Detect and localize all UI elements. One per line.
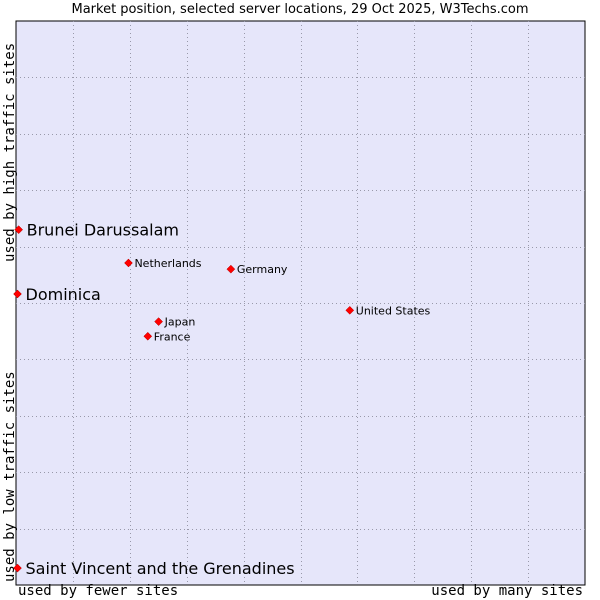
point-label: Brunei Darussalam	[27, 221, 179, 240]
point-label: France	[154, 330, 191, 343]
point-marker	[154, 317, 163, 326]
point-label: United States	[356, 304, 431, 317]
y-axis-label-low: used by low traffic sites	[2, 371, 18, 582]
point-saint-vincent-and-the-grenadines: Saint Vincent and the Grenadines	[13, 559, 295, 578]
point-marker	[13, 289, 22, 299]
point-marker	[226, 264, 236, 274]
point-marker	[143, 331, 153, 341]
point-label: Dominica	[26, 285, 101, 304]
point-marker	[345, 305, 355, 315]
point-label: Germany	[237, 263, 288, 276]
point-label: Netherlands	[134, 257, 201, 270]
point-united-states: United States	[345, 304, 431, 317]
point-label: Japan	[164, 316, 196, 329]
point-brunei-darussalam: Brunei Darussalam	[14, 221, 179, 240]
point-dominica: Dominica	[13, 285, 101, 304]
y-axis-label-high: used by high traffic sites	[2, 42, 18, 262]
point-france: France	[143, 330, 191, 343]
x-axis-label-low: used by fewer sites	[18, 583, 179, 599]
point-germany: Germany	[226, 263, 288, 276]
grid-lines	[16, 21, 585, 585]
point-marker	[13, 563, 22, 573]
point-japan: Japan	[154, 316, 196, 329]
chart-title: Market position, selected server locatio…	[71, 2, 529, 17]
x-axis-label-high: used by many sites	[431, 583, 583, 599]
point-marker	[14, 225, 23, 235]
point-marker	[124, 258, 133, 268]
point-netherlands: Netherlands	[124, 257, 202, 270]
data-points: Brunei Darussalam Dominica Saint Vincent a…	[13, 221, 431, 578]
point-label: Saint Vincent and the Grenadines	[26, 559, 295, 578]
